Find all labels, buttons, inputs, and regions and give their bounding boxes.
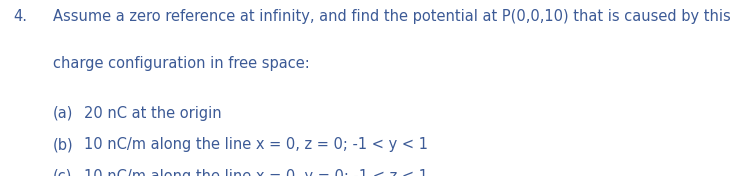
Text: charge configuration in free space:: charge configuration in free space: [53,56,310,71]
Text: 4.: 4. [13,9,27,24]
Text: (c): (c) [53,169,72,176]
Text: (a): (a) [53,106,73,121]
Text: (b): (b) [53,137,73,152]
Text: 10 nC/m along the line x = 0, y = 0; -1 < z < 1: 10 nC/m along the line x = 0, y = 0; -1 … [84,169,428,176]
Text: 10 nC/m along the line x = 0, z = 0; -1 < y < 1: 10 nC/m along the line x = 0, z = 0; -1 … [84,137,428,152]
Text: 20 nC at the origin: 20 nC at the origin [84,106,222,121]
Text: Assume a zero reference at infinity, and find the potential at P(0,0,10) that is: Assume a zero reference at infinity, and… [53,9,730,24]
